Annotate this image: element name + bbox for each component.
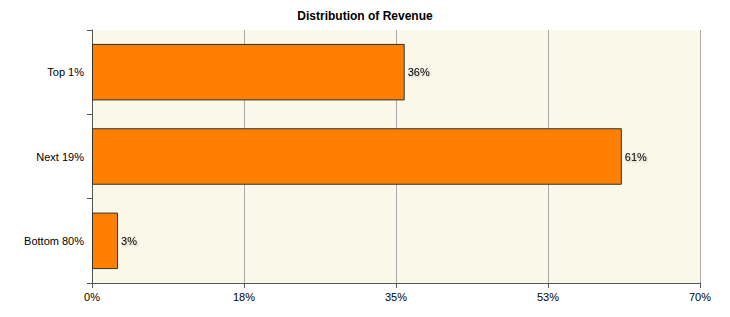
- svg-text:Top 1%: Top 1%: [47, 66, 84, 78]
- svg-text:Bottom 80%: Bottom 80%: [24, 235, 84, 247]
- svg-text:70%: 70%: [689, 291, 711, 303]
- svg-text:0%: 0%: [84, 291, 100, 303]
- svg-text:3%: 3%: [121, 235, 137, 247]
- svg-text:Next 19%: Next 19%: [36, 151, 84, 163]
- svg-text:Distribution of Revenue: Distribution of Revenue: [297, 9, 433, 23]
- svg-text:18%: 18%: [233, 291, 255, 303]
- svg-text:61%: 61%: [625, 151, 647, 163]
- svg-text:53%: 53%: [537, 291, 559, 303]
- svg-text:35%: 35%: [385, 291, 407, 303]
- svg-text:36%: 36%: [408, 66, 430, 78]
